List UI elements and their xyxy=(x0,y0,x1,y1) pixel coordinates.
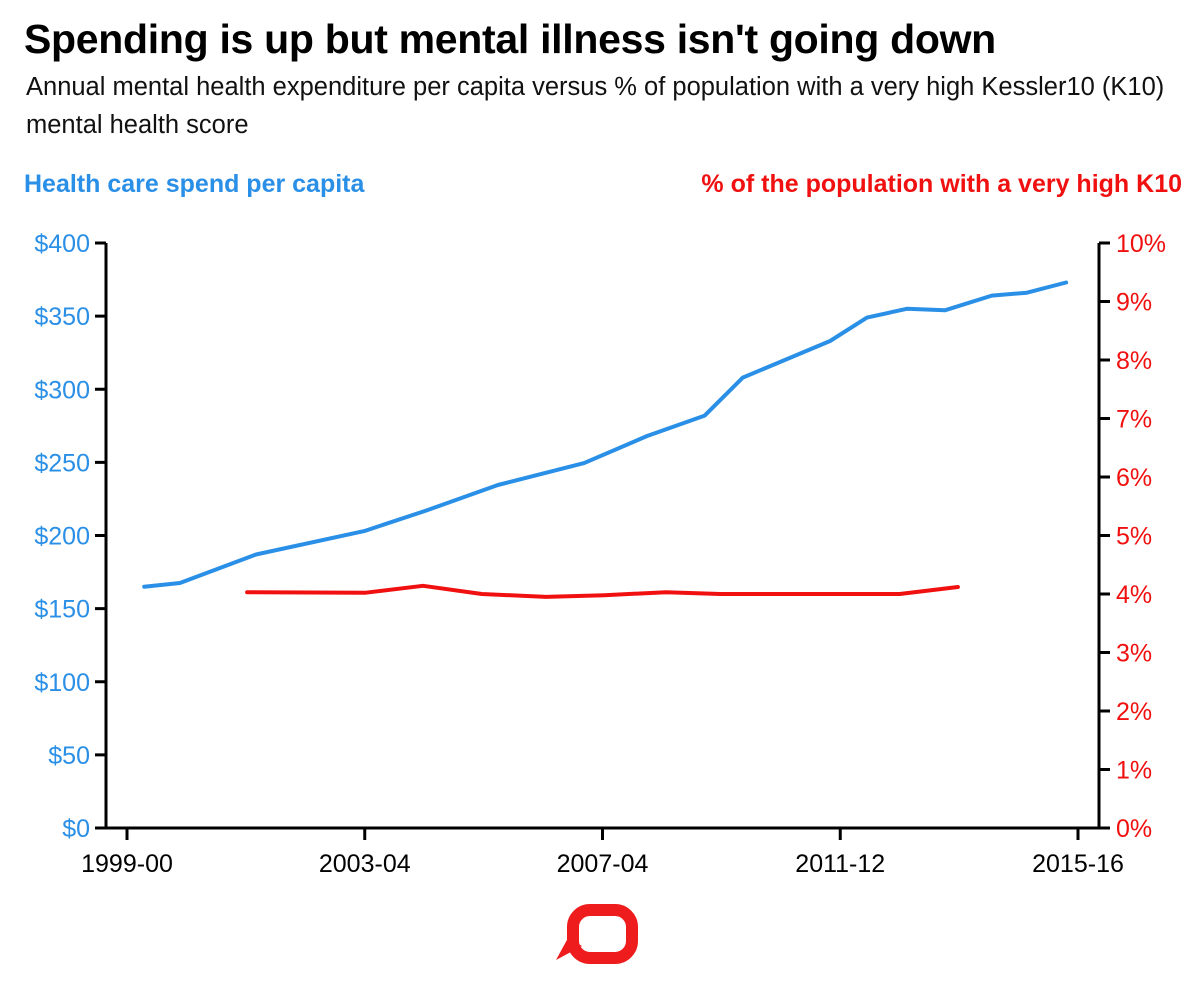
right-tick-label: 6% xyxy=(1116,464,1152,492)
right-tick-label: 10% xyxy=(1116,230,1166,258)
left-tick-label: $200 xyxy=(34,523,90,551)
right-tick-label: 1% xyxy=(1116,757,1152,785)
right-tick-label: 4% xyxy=(1116,581,1152,609)
axes: $0 $50 $100 $150 $200 $250 $300 $350 $400 0% 1% 2% 3… xyxy=(34,230,1166,878)
right-tick-label: 2% xyxy=(1116,698,1152,726)
series-line-spend xyxy=(142,280,1069,589)
left-tick-label: $350 xyxy=(34,303,90,331)
x-tick-label: 2007-04 xyxy=(557,850,649,878)
chart-title: Spending is up but mental illness isn't … xyxy=(24,16,996,62)
right-tick-label: 3% xyxy=(1116,640,1152,668)
left-tick-label: $0 xyxy=(62,815,90,843)
left-tick-label: $50 xyxy=(48,742,90,770)
x-tick-label: 1999-00 xyxy=(81,850,173,878)
series-line-k10 xyxy=(245,583,960,599)
left-axis-label: Health care spend per capita xyxy=(24,170,365,198)
series-lines xyxy=(142,280,1069,599)
left-tick-label: $250 xyxy=(34,449,90,477)
left-tick-label: $400 xyxy=(34,230,90,258)
right-axis-label: % of the population with a very high K10 xyxy=(701,170,1182,198)
right-tick-label: 8% xyxy=(1116,347,1152,375)
chart-subtitle: Annual mental health expenditure per cap… xyxy=(26,73,1165,139)
right-tick-label: 5% xyxy=(1116,523,1152,551)
right-tick-label: 0% xyxy=(1116,815,1152,843)
x-tick-label: 2011-12 xyxy=(795,850,885,878)
speech-bubble-logo xyxy=(556,904,638,964)
left-tick-label: $300 xyxy=(34,376,90,404)
left-tick-label: $150 xyxy=(34,596,90,624)
x-tick-label: 2015-16 xyxy=(1032,850,1124,878)
logo-bubble xyxy=(567,904,638,964)
left-tick-label: $100 xyxy=(34,669,90,697)
right-tick-label: 7% xyxy=(1116,406,1152,434)
right-tick-label: 9% xyxy=(1116,289,1152,317)
x-tick-label: 2003-04 xyxy=(319,850,411,878)
